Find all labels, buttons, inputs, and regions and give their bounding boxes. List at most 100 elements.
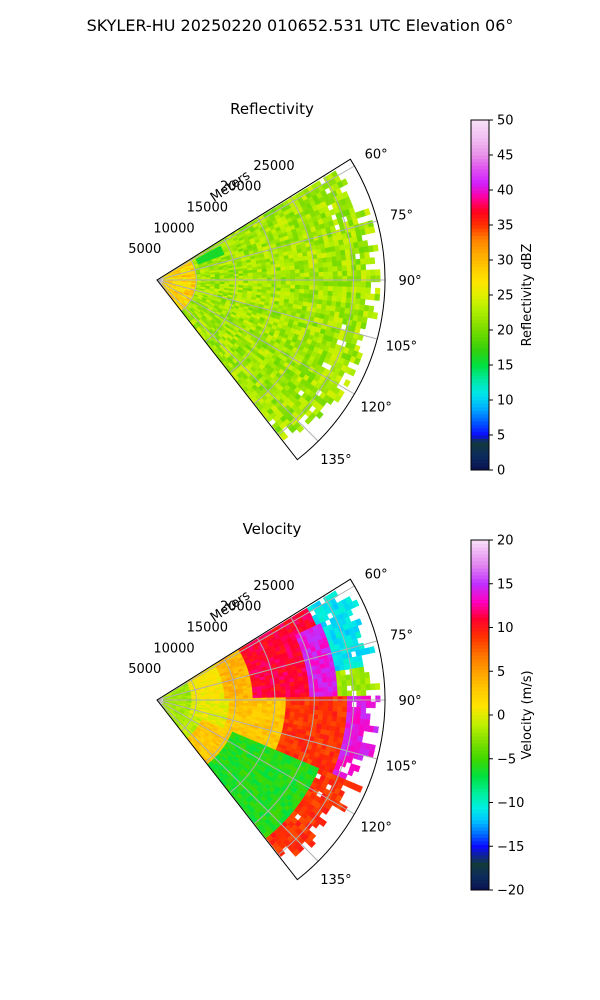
radar-cell: [318, 285, 324, 292]
colorbar-swatch: [471, 676, 489, 681]
radar-cell: [294, 288, 301, 294]
radar-cell: [271, 283, 277, 288]
colorbar-swatch: [471, 753, 489, 758]
colorbar-swatch: [471, 652, 489, 656]
colorbar-label: Reflectivity dBZ: [520, 244, 535, 347]
radar-cell: [331, 261, 338, 268]
radar-cell: [299, 280, 306, 286]
radar-cell: [332, 691, 339, 697]
radar-cell: [340, 674, 347, 682]
radar-cell: [276, 277, 282, 282]
radar-cell: [298, 260, 305, 266]
radar-cell: [293, 681, 300, 687]
radar-cell: [336, 716, 343, 723]
radar-cell: [252, 700, 258, 704]
radar-cell: [327, 681, 333, 688]
radar-cell: [335, 301, 342, 308]
radar-cell: [374, 683, 381, 690]
radar-cell: [322, 710, 329, 717]
colorbar-swatch: [471, 638, 489, 642]
colorbar-swatch: [471, 242, 489, 247]
colorbar-swatch: [471, 704, 489, 709]
colorbar-swatch: [471, 435, 489, 439]
radar-cell: [266, 267, 272, 272]
radar-cell: [295, 697, 301, 702]
colorbar-swatch: [471, 172, 489, 177]
colorbar-swatch: [471, 214, 489, 219]
colorbar-swatch: [471, 865, 489, 870]
radar-cell: [331, 296, 338, 302]
colorbar-swatch: [471, 151, 489, 156]
radar-cell: [271, 277, 277, 282]
radar-cell: [285, 284, 291, 289]
radar-cell: [318, 267, 324, 273]
radar-cell: [365, 281, 372, 289]
angle-tick-label: 60°: [365, 567, 388, 582]
colorbar-swatch: [471, 228, 489, 233]
colorbar-tick-label: 5: [497, 665, 505, 680]
figure-suptitle: SKYLER-HU 20250220 010652.531 UTC Elevat…: [86, 16, 514, 35]
panel-reflectivity: Reflectivity500010000150002000025000Mete…: [128, 100, 535, 479]
colorbar-swatch: [471, 400, 489, 404]
radar-cell: [266, 271, 272, 276]
radar-cell: [360, 684, 367, 691]
colorbar-swatch: [471, 428, 489, 432]
radar-cell: [289, 681, 295, 687]
radar-cell: [354, 723, 361, 731]
radar-cell: [317, 262, 324, 269]
radar-cell: [229, 276, 235, 279]
radar-cell: [317, 294, 324, 301]
radar-cell: [243, 280, 249, 284]
radar-cell: [323, 271, 329, 278]
radar-cell: [356, 281, 362, 288]
radar-cell: [285, 273, 291, 278]
colorbar-swatch: [471, 186, 489, 191]
colorbar-swatch: [471, 442, 489, 446]
radar-cell: [346, 679, 352, 686]
radar-cell: [299, 276, 305, 282]
radar-cell: [266, 703, 272, 708]
radar-cell: [345, 717, 352, 724]
colorbar-swatch: [471, 603, 489, 607]
radar-cell: [369, 257, 376, 265]
colorbar-swatch: [471, 137, 489, 142]
radar-cell: [298, 676, 304, 682]
radar-cell: [233, 695, 240, 699]
colorbar-swatch: [471, 298, 489, 303]
radar-cell: [364, 719, 371, 726]
colorbar-tick-label: 0: [497, 709, 505, 724]
radar-cell: [317, 257, 324, 264]
radar-cell: [327, 290, 333, 297]
radar-cell: [375, 275, 381, 283]
radar-cell: [354, 673, 361, 680]
colorbar-swatch: [471, 708, 489, 712]
radar-cell: [238, 700, 244, 704]
radar-cell: [359, 718, 366, 726]
radar-cell: [294, 693, 301, 698]
colorbar-swatch: [471, 239, 489, 243]
radar-cell: [321, 719, 328, 726]
radar-cell: [313, 701, 320, 707]
radar-cell: [355, 258, 362, 266]
colorbar-swatch: [471, 207, 489, 212]
radar-cell: [229, 700, 235, 704]
colorbar-swatch: [471, 666, 489, 670]
radar-cell: [331, 716, 338, 722]
colorbar-swatch: [471, 361, 489, 366]
radar-cell: [355, 678, 362, 686]
radar-cell: [364, 293, 371, 301]
radar-cell: [261, 274, 268, 279]
radar-cell: [289, 261, 295, 267]
radar-cell: [336, 675, 342, 682]
radar-cell: [346, 286, 353, 293]
colorbar-swatch: [471, 585, 489, 590]
colorbar-swatch: [471, 407, 489, 411]
radar-cell: [361, 695, 367, 702]
radar-cell: [266, 280, 273, 285]
angle-tick-label: 120°: [361, 401, 392, 416]
colorbar-swatch: [471, 312, 489, 317]
panel-title: Velocity: [243, 520, 302, 538]
colorbar-swatch: [471, 295, 489, 299]
radar-cell: [322, 682, 329, 688]
radar-cell: [323, 281, 329, 287]
